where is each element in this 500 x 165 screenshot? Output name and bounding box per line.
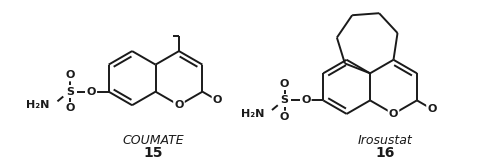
Text: O: O (213, 95, 222, 105)
Text: O: O (280, 112, 289, 122)
Text: O: O (389, 109, 398, 119)
Text: O: O (428, 104, 436, 114)
Text: 16: 16 (376, 146, 395, 160)
Text: S: S (66, 87, 74, 97)
Text: H₂N: H₂N (26, 100, 50, 110)
Text: O: O (66, 103, 74, 113)
Text: O: O (301, 95, 310, 105)
Text: COUMATE: COUMATE (122, 134, 184, 148)
Text: H₂N: H₂N (241, 109, 264, 119)
Text: S: S (280, 95, 288, 105)
Text: O: O (174, 100, 184, 110)
Text: O: O (280, 79, 289, 89)
Text: O: O (66, 70, 74, 80)
Text: Irosustat: Irosustat (358, 134, 412, 148)
Text: 15: 15 (144, 146, 163, 160)
Text: O: O (86, 87, 96, 97)
